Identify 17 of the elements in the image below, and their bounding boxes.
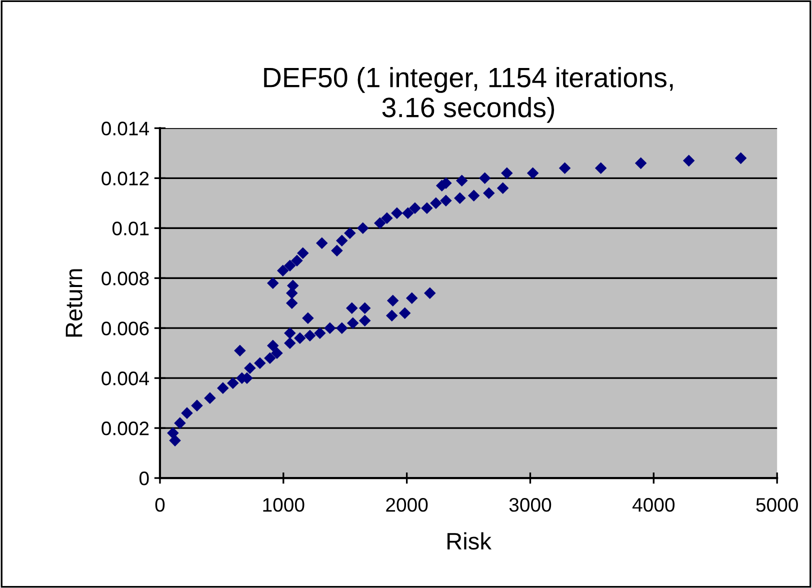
y-tick-label: 0.002 (102, 422, 149, 436)
y-tick-label: 0.008 (102, 272, 149, 286)
chart-title: DEF50 (1 integer, 1154 iterations, 3.16 seconds) (264, 67, 673, 123)
x-tick-label: 3000 (509, 498, 552, 512)
y-tick-label: 0.012 (102, 172, 149, 186)
x-axis-title: Risk (448, 532, 492, 550)
y-tick-label: 0.014 (102, 122, 149, 136)
y-axis-title: Return (66, 269, 82, 337)
y-tick-label: 0.01 (112, 222, 149, 236)
y-tick-label: 0.006 (102, 322, 149, 336)
y-tick-label: 0.004 (102, 372, 149, 386)
x-tick-label: 5000 (756, 498, 798, 512)
x-tick-label: 1000 (263, 498, 304, 512)
x-tick-label: 2000 (386, 498, 428, 512)
x-tick-label: 0 (155, 498, 165, 512)
y-tick-label: 0 (139, 472, 149, 486)
x-tick-label: 4000 (632, 498, 675, 512)
